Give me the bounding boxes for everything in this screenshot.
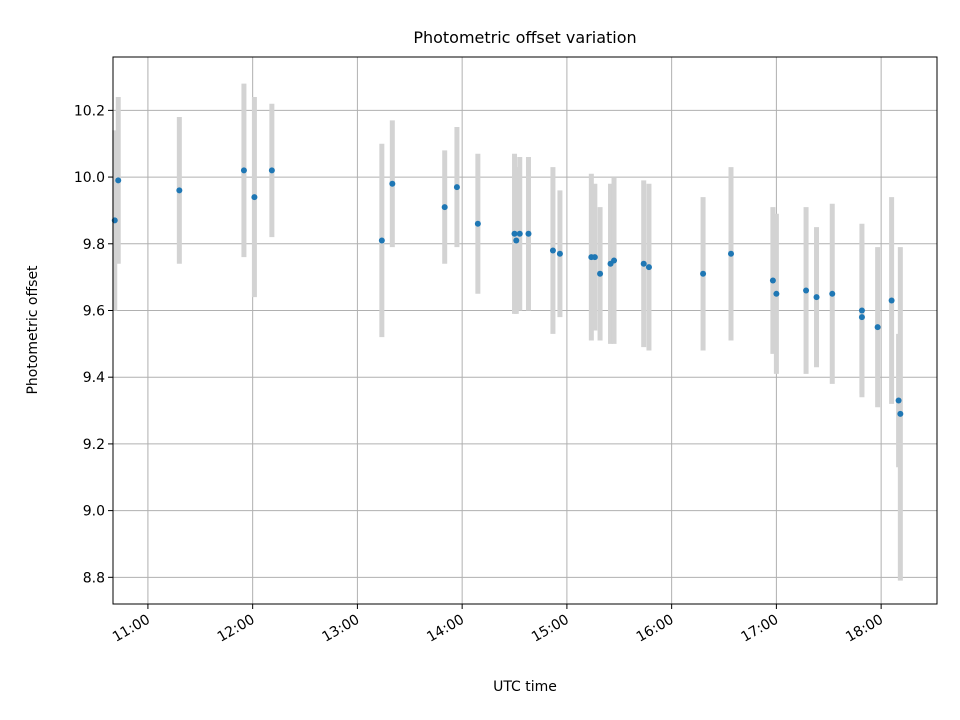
data-point — [858, 307, 865, 314]
y-axis: 8.8 9.0 9.2 9.4 9.6 9.8 10.0 10.2 — [74, 103, 113, 586]
data-point — [389, 180, 396, 187]
data-point — [549, 247, 556, 254]
y-axis-label: Photometric offset — [25, 265, 41, 395]
data-point — [728, 250, 734, 257]
y-tick-label: 9.2 — [83, 437, 105, 453]
data-point — [611, 257, 618, 264]
data-point — [176, 187, 183, 194]
data-point — [516, 230, 523, 237]
data-point — [525, 230, 532, 237]
data-point — [640, 260, 647, 267]
data-point — [115, 177, 122, 184]
y-tick-label: 9.0 — [83, 504, 105, 520]
data-point — [513, 237, 520, 244]
data-point — [240, 167, 247, 174]
plot-area-frame — [112, 56, 938, 605]
data-point — [645, 264, 652, 271]
data-point — [803, 287, 810, 294]
data-point — [453, 184, 460, 191]
data-point — [591, 254, 598, 261]
y-tick-label: 10.2 — [74, 103, 105, 119]
data-point — [511, 230, 518, 237]
data-point — [556, 250, 563, 257]
data-point — [874, 324, 881, 331]
y-tick-label: 9.4 — [83, 370, 105, 386]
data-point — [829, 290, 836, 297]
data-point — [378, 237, 385, 244]
data-point — [888, 297, 895, 304]
data-point — [858, 314, 865, 321]
y-tick-label: 8.8 — [83, 570, 105, 586]
data-point — [700, 270, 707, 277]
chart-title: Photometric offset variation — [413, 28, 636, 47]
data-point — [268, 167, 275, 174]
y-tick-label: 10.0 — [74, 170, 105, 186]
data-point — [773, 290, 780, 297]
data-point — [251, 194, 258, 201]
data-point — [769, 277, 776, 284]
data-point — [597, 270, 604, 277]
data-point — [441, 204, 448, 211]
y-tick-label: 9.8 — [83, 237, 105, 253]
data-point — [813, 294, 820, 301]
y-tick-label: 9.6 — [83, 303, 105, 319]
data-point — [474, 220, 481, 227]
data-points — [111, 167, 904, 417]
x-axis-label: UTC time — [493, 679, 557, 695]
data-point — [897, 410, 904, 417]
data-point — [895, 397, 902, 404]
